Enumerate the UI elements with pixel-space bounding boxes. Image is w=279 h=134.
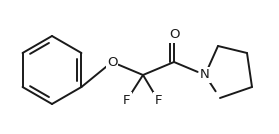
Text: F: F <box>123 94 131 107</box>
Text: N: N <box>200 68 210 81</box>
Text: O: O <box>107 55 117 68</box>
Text: O: O <box>169 29 179 42</box>
Text: F: F <box>154 94 162 107</box>
